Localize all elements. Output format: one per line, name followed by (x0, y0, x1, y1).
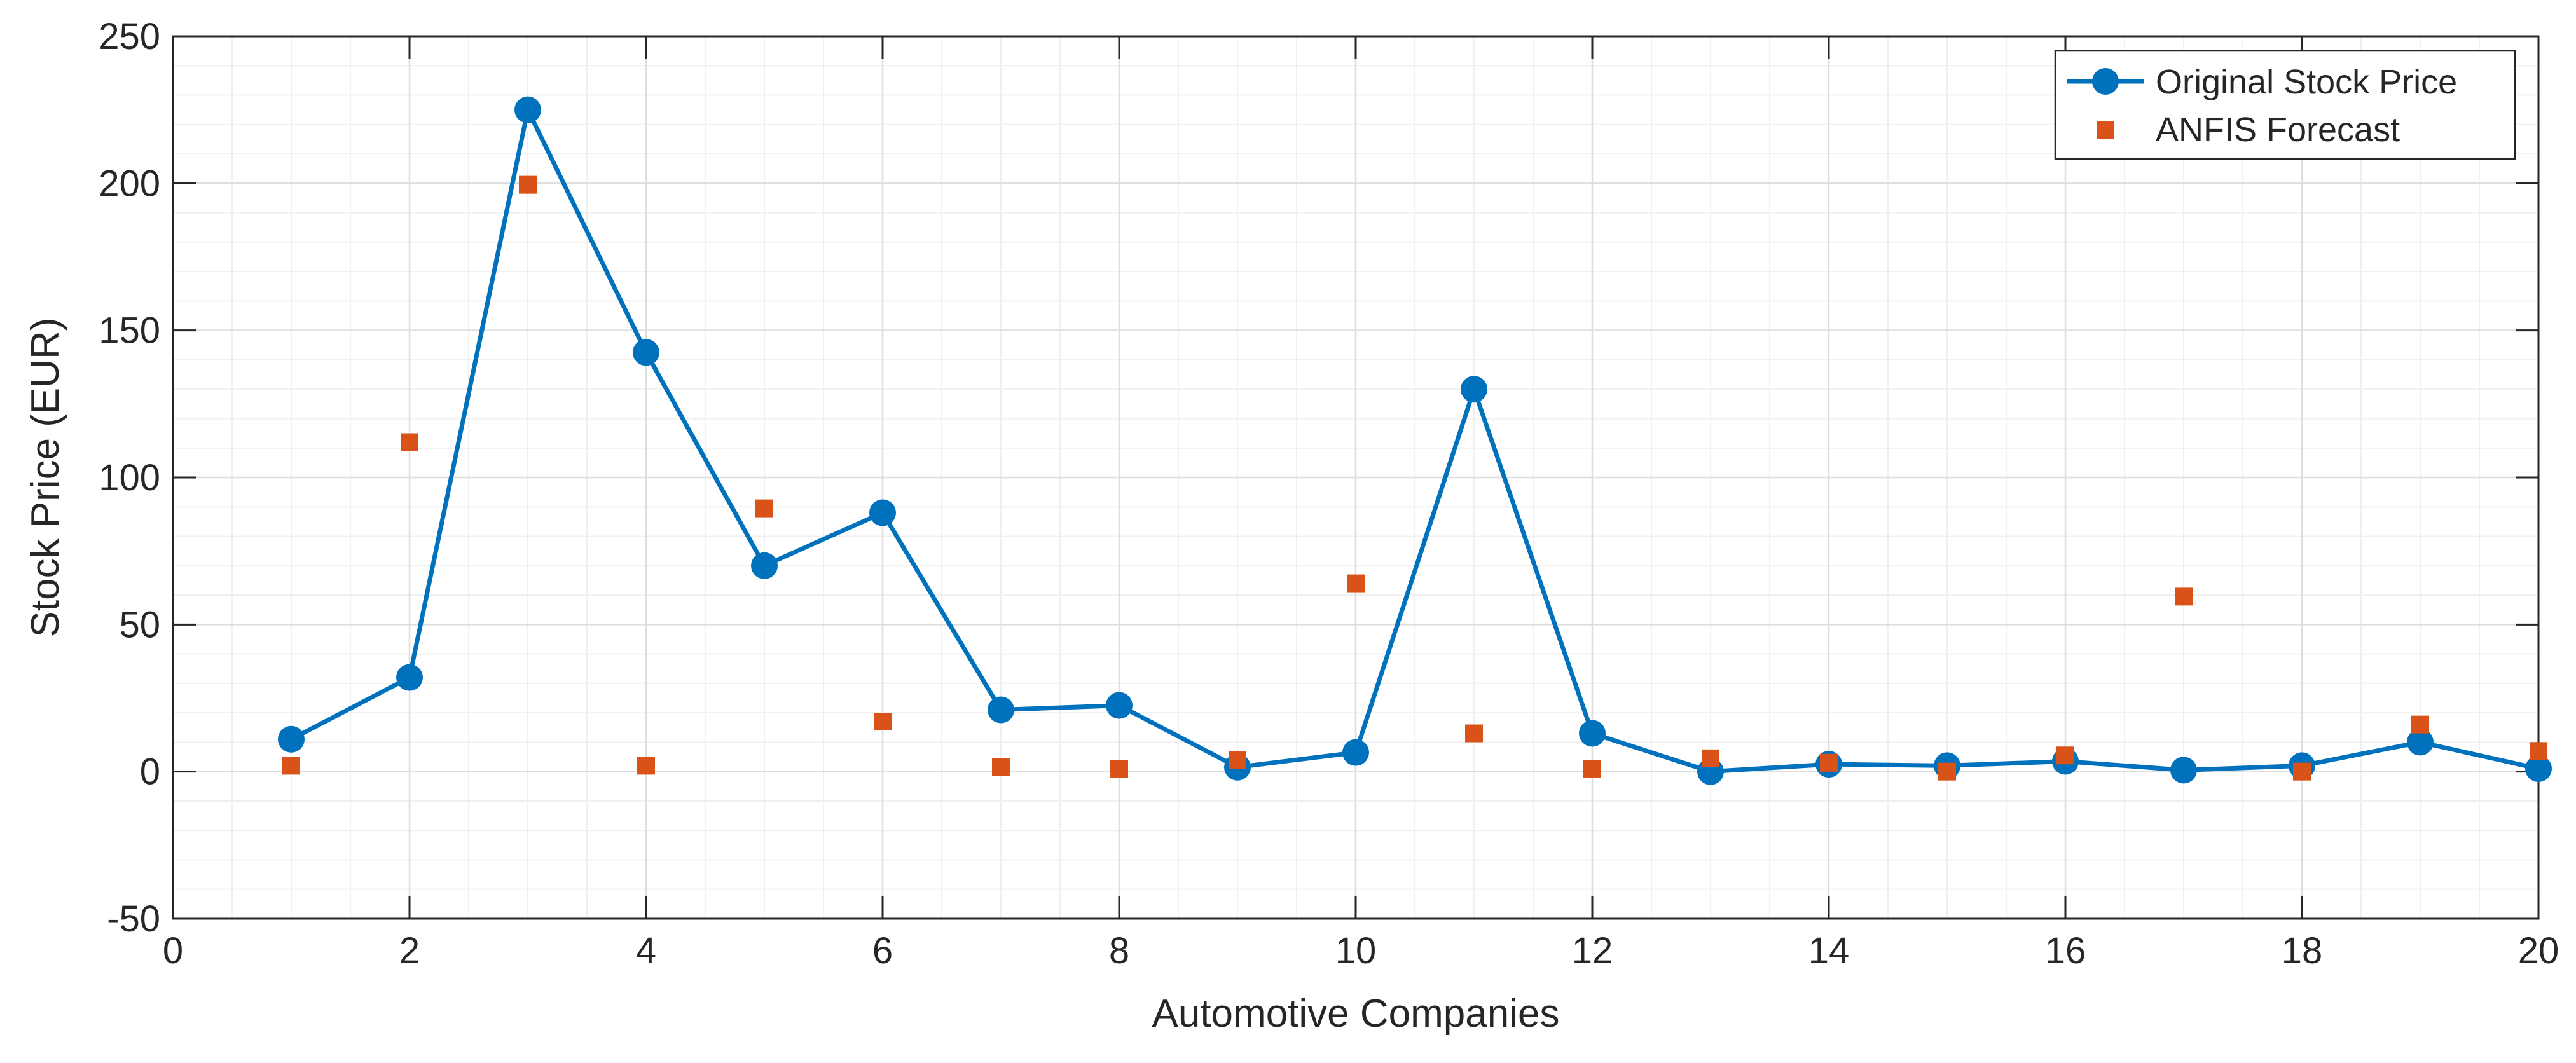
data-point-original-stock-price (2170, 757, 2197, 784)
data-point-original-stock-price (633, 339, 659, 366)
data-point-anfis-forecast (1583, 760, 1601, 778)
x-tick-label: 12 (1572, 930, 1613, 971)
data-point-original-stock-price (751, 552, 778, 579)
data-point-anfis-forecast (637, 757, 655, 775)
data-point-original-stock-price (869, 499, 896, 526)
x-tick-label: 18 (2282, 930, 2323, 971)
series-line-original-stock-price (290, 107, 2539, 774)
y-tick-label: 150 (99, 310, 160, 352)
x-tick-label: 10 (1335, 930, 1377, 971)
data-point-original-stock-price (1579, 720, 1606, 747)
data-point-original-stock-price (278, 725, 305, 753)
data-point-anfis-forecast (1110, 760, 1128, 778)
data-point-anfis-forecast (2175, 587, 2193, 606)
y-tick-label: 50 (119, 604, 160, 645)
x-tick-label: 20 (2518, 930, 2559, 971)
y-tick-label: 100 (99, 457, 160, 498)
data-point-anfis-forecast (282, 757, 300, 775)
y-tick-label: -50 (107, 898, 160, 940)
data-point-anfis-forecast (1229, 751, 1246, 769)
data-point-anfis-forecast (992, 758, 1010, 776)
y-tick-label: 200 (99, 163, 160, 204)
series-layer (278, 96, 2552, 785)
data-point-original-stock-price (1342, 739, 1369, 766)
data-point-anfis-forecast (519, 175, 537, 194)
data-point-anfis-forecast (874, 713, 892, 731)
x-tick-label: 2 (399, 930, 420, 971)
legend-box (2054, 50, 2516, 160)
legend-marker-original-stock-price (2092, 68, 2119, 95)
legend-label-anfis-forecast: ANFIS Forecast (2156, 111, 2400, 149)
y-axis-title: Stock Price (EUR) (24, 318, 67, 638)
y-tick-label: 0 (140, 751, 160, 793)
x-tick-label: 6 (872, 930, 893, 971)
legend-entries: Original Stock Price ANFIS Forecast (2067, 63, 2457, 149)
series-1 (278, 96, 2552, 785)
data-point-anfis-forecast (755, 499, 773, 518)
x-tick-label: 16 (2045, 930, 2086, 971)
data-point-original-stock-price (988, 696, 1014, 724)
y-tick-labels: -50 0 50 100 150 200 250 (99, 16, 160, 940)
data-point-original-stock-price (1106, 692, 1133, 719)
series-2 (282, 175, 2547, 781)
data-point-anfis-forecast (1465, 724, 1483, 743)
data-point-anfis-forecast (401, 433, 418, 451)
data-point-anfis-forecast (1820, 753, 1838, 772)
data-point-anfis-forecast (1938, 762, 1956, 781)
x-tick-label: 8 (1109, 930, 1129, 971)
data-point-original-stock-price (396, 664, 423, 691)
legend-label-original-stock-price: Original Stock Price (2156, 63, 2457, 101)
data-point-original-stock-price (1461, 376, 1487, 403)
x-axis-title: Automotive Companies (1152, 992, 1560, 1036)
x-tick-labels: 0 2 4 6 8 10 12 14 16 18 20 (163, 930, 2559, 971)
data-point-anfis-forecast (1702, 749, 1719, 767)
data-point-anfis-forecast (2530, 742, 2547, 760)
data-point-anfis-forecast (2293, 762, 2311, 781)
x-tick-label: 0 (163, 930, 183, 971)
x-tick-label: 4 (636, 930, 656, 971)
data-point-original-stock-price (2525, 755, 2552, 783)
data-point-original-stock-price (2407, 729, 2434, 756)
y-tick-label: 250 (99, 16, 160, 57)
data-point-anfis-forecast (2411, 715, 2429, 734)
data-point-anfis-forecast (2056, 746, 2074, 765)
data-point-anfis-forecast (1347, 574, 1365, 593)
data-point-original-stock-price (514, 96, 541, 123)
legend: Original Stock Price ANFIS Forecast (2054, 50, 2516, 160)
x-tick-label: 14 (1808, 930, 1850, 971)
legend-marker-anfis-forecast (2097, 121, 2114, 139)
